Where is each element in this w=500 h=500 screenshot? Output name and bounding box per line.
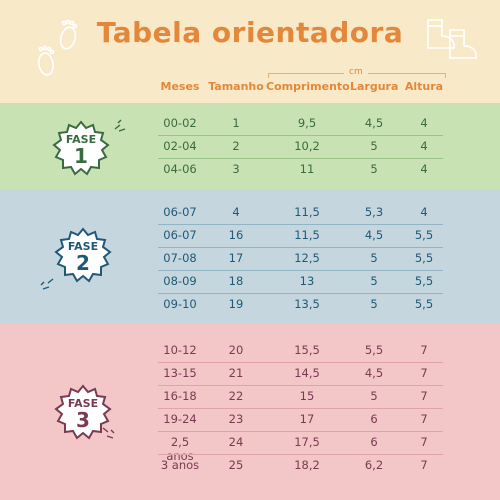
table-row: 2,5 anos 24 17,5 6 7 — [166, 435, 428, 463]
phase-number: 3 — [76, 408, 90, 432]
column-header-comprimento: Comprimento — [266, 80, 350, 93]
phase-1-badge: FASE 1 — [52, 120, 110, 178]
baby-feet-icon — [38, 19, 78, 76]
header: Tabela orientadora cm Meses Tamanho Comp… — [0, 0, 500, 103]
row-divider — [158, 408, 443, 409]
phase-3-badge: FASE 3 — [54, 384, 112, 442]
row-divider — [158, 224, 443, 225]
row-divider — [158, 135, 443, 136]
row-divider — [158, 362, 443, 363]
table-row: 16-18 22 15 5 7 — [163, 389, 428, 403]
page-title: Tabela orientadora — [96, 16, 404, 49]
phase-2-badge: FASE 2 — [54, 227, 112, 285]
row-divider — [158, 247, 443, 248]
table-row: 08-09 18 13 5 5,5 — [163, 274, 434, 288]
table-row: 07-08 17 12,5 5 5,5 — [163, 251, 434, 265]
baby-booties-icon — [427, 19, 477, 59]
table-row: 3 anos 25 18,2 6,2 7 — [160, 458, 428, 472]
phase-label: FASE — [67, 240, 99, 253]
table-row: 00-02 1 9,5 4,5 4 — [163, 116, 428, 130]
phase-2-section: FASE 2 06-07 4 11,5 5,3 4 06-07 16 11,5 … — [0, 189, 500, 324]
column-header-meses: Meses — [160, 80, 200, 93]
table-row: 02-04 2 10,2 5 4 — [163, 139, 428, 153]
row-divider — [158, 385, 443, 386]
column-header-tamanho: Tamanho — [208, 80, 264, 93]
sparkle-icon — [102, 427, 115, 439]
unit-label: cm — [349, 67, 363, 77]
table-row: 09-10 19 13,5 5 5,5 — [163, 297, 434, 311]
row-divider — [158, 293, 443, 294]
table-row: 19-24 23 17 6 7 — [163, 412, 428, 426]
phase-number: 1 — [74, 144, 88, 168]
table-row: 04-06 3 11 5 4 — [163, 162, 428, 176]
phase-3-section: FASE 3 10-12 20 15,5 5,5 7 13-15 21 14,5… — [0, 324, 500, 500]
sparkle-icon — [114, 119, 126, 132]
row-divider — [158, 454, 443, 455]
row-divider — [158, 270, 443, 271]
column-header-largura: Largura — [350, 80, 399, 93]
table-row: 06-07 16 11,5 4,5 5,5 — [163, 228, 434, 242]
row-divider — [158, 158, 443, 159]
phase-number: 2 — [76, 251, 90, 275]
phase-1-section: FASE 1 00-02 1 9,5 4,5 4 02-04 2 10,2 5 … — [0, 103, 500, 189]
column-header-altura: Altura — [404, 80, 444, 93]
table-row: 13-15 21 14,5 4,5 7 — [163, 366, 428, 380]
sparkle-icon — [40, 278, 54, 290]
table-row: 10-12 20 15,5 5,5 7 — [163, 343, 428, 357]
phase-label: FASE — [65, 133, 97, 146]
table-row: 06-07 4 11,5 5,3 4 — [163, 205, 428, 219]
row-divider — [158, 431, 443, 432]
phase-label: FASE — [67, 397, 99, 410]
